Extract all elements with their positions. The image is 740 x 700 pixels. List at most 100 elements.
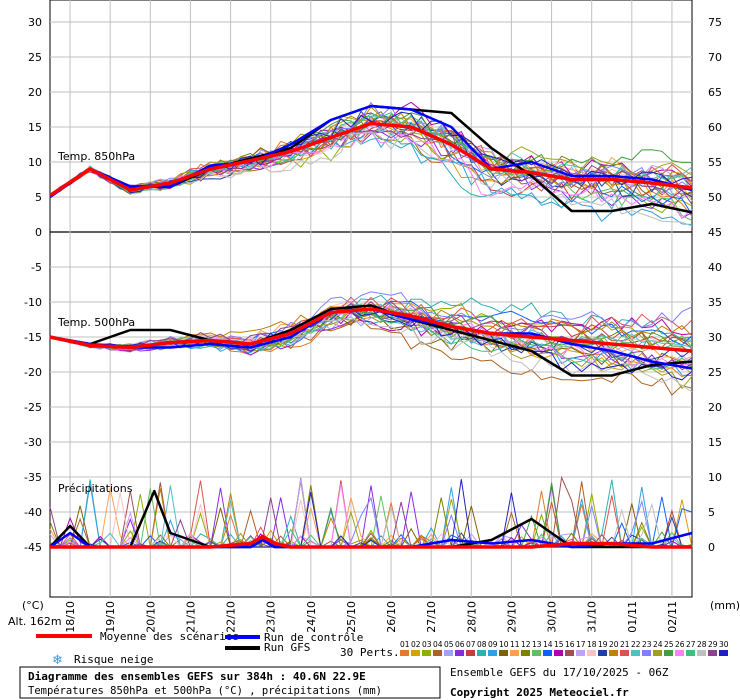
left-tick-label: -25 — [24, 401, 42, 414]
x-tick-label: 23/10 — [265, 601, 278, 633]
section-label-precip: Précipitations — [58, 482, 133, 495]
pert-number: 21 — [620, 640, 630, 649]
pert-number: 18 — [587, 640, 597, 649]
pert-number: 17 — [576, 640, 586, 649]
pert-swatch — [466, 650, 475, 656]
right-tick-label: 70 — [708, 51, 722, 64]
pert-number: 11 — [510, 640, 520, 649]
pert-swatch — [576, 650, 585, 656]
pert-number: 20 — [609, 640, 619, 649]
pert-number: 15 — [554, 640, 564, 649]
pert-number: 14 — [543, 640, 553, 649]
perturbation-line-500 — [49, 308, 693, 370]
legend-perts-label: 30 Perts. — [340, 646, 400, 659]
left-tick-label: -5 — [31, 261, 42, 274]
pert-swatch — [697, 650, 706, 656]
pert-swatch — [521, 650, 530, 656]
pert-number: 08 — [477, 640, 487, 649]
left-tick-label: -45 — [24, 541, 42, 554]
x-tick-label: 28/10 — [465, 601, 478, 633]
pert-swatch — [565, 650, 574, 656]
right-tick-label: 50 — [708, 191, 722, 204]
pert-number: 09 — [488, 640, 498, 649]
pert-number: 27 — [686, 640, 696, 649]
legend-mean-label: Moyenne des scénarios — [100, 630, 239, 643]
series-line-t500 — [49, 304, 693, 377]
right-tick-label: 5 — [708, 506, 715, 519]
right-unit-label: (mm) — [710, 599, 740, 612]
pert-swatch — [433, 650, 442, 656]
pert-swatch — [543, 650, 552, 656]
pert-number: 13 — [532, 640, 542, 649]
legend-control-label: Run de contrôle — [264, 631, 363, 644]
left-tick-label: -30 — [24, 436, 42, 449]
pert-swatch — [631, 650, 640, 656]
x-tick-label: 24/10 — [305, 601, 318, 633]
pert-swatch — [455, 650, 464, 656]
left-tick-label: -15 — [24, 331, 42, 344]
pert-number: 07 — [466, 640, 476, 649]
left-unit-label: (°C) — [22, 599, 44, 612]
pert-number: 26 — [675, 640, 685, 649]
pert-number: 19 — [598, 640, 608, 649]
left-tick-label: 25 — [28, 51, 42, 64]
pert-number: 02 — [411, 640, 421, 649]
x-tick-label: 20/10 — [144, 601, 157, 633]
legend-gfs-label: Run GFS — [264, 641, 310, 654]
right-tick-label: 20 — [708, 401, 722, 414]
x-tick-label: 21/10 — [184, 601, 197, 633]
right-tick-label: 65 — [708, 86, 722, 99]
pert-number: 10 — [499, 640, 509, 649]
pert-swatch — [664, 650, 673, 656]
series-line-precip — [50, 534, 692, 549]
pert-swatch — [488, 650, 497, 656]
x-tick-label: 26/10 — [385, 601, 398, 633]
snow-icon: ❄ — [52, 653, 63, 668]
legend-snow-label: Risque neige — [74, 653, 153, 666]
pert-swatch — [642, 650, 651, 656]
right-tick-label: 10 — [708, 471, 722, 484]
x-tick-label: 27/10 — [425, 601, 438, 633]
perturbation-line-850 — [49, 129, 693, 205]
x-tick-label: 30/10 — [546, 601, 559, 633]
pert-number: 24 — [653, 640, 663, 649]
perturbation-legend: 01 02 03 04 05 06 07 08 09 10 11 12 13 14 15 16 17 18 19 20… — [400, 640, 729, 656]
pert-number: 23 — [642, 640, 652, 649]
left-tick-label: 5 — [35, 191, 42, 204]
right-tick-label: 15 — [708, 436, 722, 449]
pert-swatch — [609, 650, 618, 656]
right-tick-label: 45 — [708, 226, 722, 239]
x-tick-label: 19/10 — [104, 601, 117, 633]
pert-swatch — [686, 650, 695, 656]
series-line-t500 — [49, 307, 693, 353]
pert-swatch — [653, 650, 662, 656]
footer-title: Diagramme des ensembles GEFS sur 384h : … — [28, 670, 366, 683]
pert-swatch — [598, 650, 607, 656]
pert-swatch — [400, 650, 409, 656]
right-tick-label: 35 — [708, 296, 722, 309]
left-tick-label: 0 — [35, 226, 42, 239]
perturbation-line-500 — [49, 301, 693, 371]
x-tick-label: 01/11 — [626, 601, 639, 633]
right-tick-label: 75 — [708, 16, 722, 29]
pert-number: 30 — [719, 640, 729, 649]
perturbation-line-850 — [49, 120, 693, 217]
pert-swatch — [532, 650, 541, 656]
x-tick-label: 22/10 — [225, 601, 238, 633]
footer-subtitle: Températures 850hPa et 500hPa (°C) , pré… — [28, 685, 382, 697]
pert-number: 16 — [565, 640, 575, 649]
pert-swatch — [620, 650, 629, 656]
pert-swatch — [499, 650, 508, 656]
pert-swatch — [554, 650, 563, 656]
pert-number: 25 — [664, 640, 674, 649]
x-tick-label: 29/10 — [505, 601, 518, 633]
x-tick-label: 31/10 — [586, 601, 599, 633]
pert-number: 05 — [444, 640, 454, 649]
series-line-t850 — [49, 121, 693, 198]
section-label-t850: Temp. 850hPa — [57, 150, 135, 163]
pert-swatch — [510, 650, 519, 656]
pert-swatch — [675, 650, 684, 656]
x-tick-label: 25/10 — [345, 601, 358, 633]
right-tick-label: 60 — [708, 121, 722, 134]
